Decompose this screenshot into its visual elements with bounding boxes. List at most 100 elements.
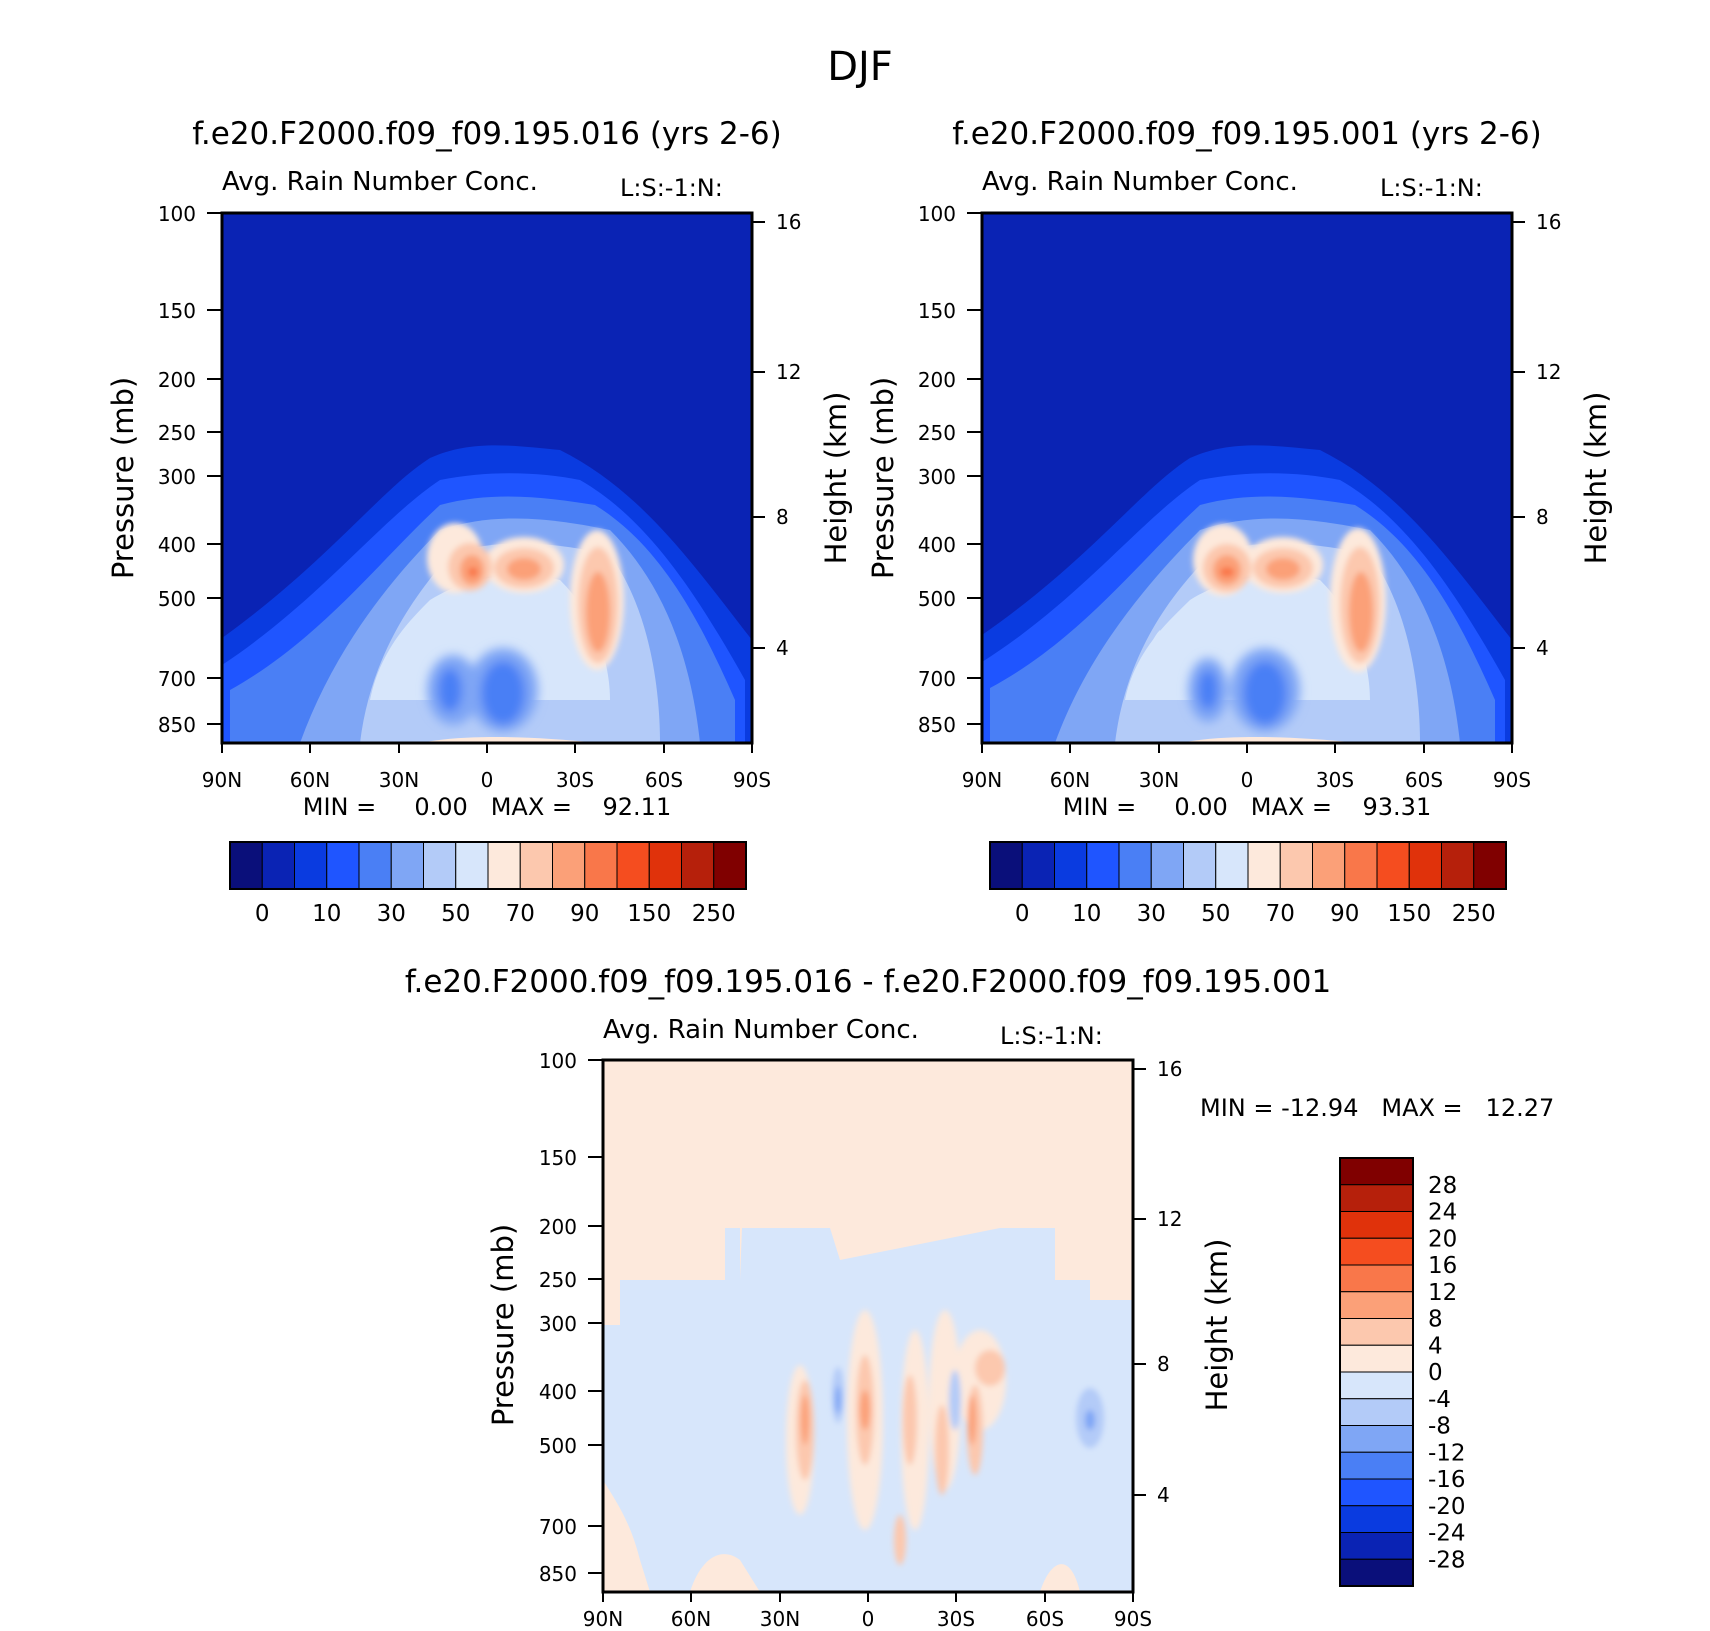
colorbar-label: 16 [1428,1253,1457,1279]
y-axis-label: Pressure (mb) [866,377,900,579]
colorbar-label: -8 [1428,1414,1451,1440]
y-right-tick-label: 12 [1536,360,1561,384]
x-tick-label: 30N [379,768,419,792]
colorbar-swatch [989,841,1023,890]
colorbar-swatch [455,841,489,890]
colorbar-swatch [1215,841,1249,890]
colorbar-swatch [1339,1478,1414,1507]
colorbar-swatch [1054,841,1088,890]
field-label: Avg. Rain Number Conc. [982,167,1298,197]
y-tick-label: 500 [918,587,956,611]
y-right-axis-label: Height (km) [1579,392,1613,565]
y-axis-left: 100 150 200 250 300 400 500 700 850 Pres… [106,202,222,737]
x-axis: 90N 60N 30N 0 30S 60S 90S [962,743,1531,792]
panel-top-left: f.e20.F2000.f09_f09.195.016 (yrs 2-6) Av… [106,116,853,927]
colorbar-swatch [1339,1532,1414,1560]
x-tick-label: 0 [481,768,494,792]
colorbar-swatch [294,841,328,890]
y-axis-right: 16 12 8 4 Height (km) [1133,1057,1234,1507]
y-right-axis-label: Height (km) [819,392,853,565]
panel-top-right: f.e20.F2000.f09_f09.195.001 (yrs 2-6) Av… [866,116,1613,927]
x-tick-label: 30S [1316,768,1354,792]
colorbar-label: 28 [1428,1173,1457,1199]
colorbar-label: 90 [1330,901,1359,927]
field-label: Avg. Rain Number Conc. [603,1015,919,1045]
y-right-tick-label: 12 [1157,1207,1182,1231]
y-tick-label: 850 [158,713,196,737]
colorbar-label: 0 [1428,1360,1443,1386]
colorbar-swatch [1473,841,1507,890]
colorbar-label: 10 [312,901,341,927]
colorbar: 0 10 30 50 70 90 150 250 [229,841,747,927]
y-right-tick-label: 16 [1157,1057,1182,1081]
field-label: Avg. Rain Number Conc. [222,167,538,197]
y-tick-label: 200 [539,1215,577,1239]
x-tick-label: 90S [1114,1607,1152,1631]
colorbar-label: 10 [1072,901,1101,927]
y-tick-label: 700 [539,1515,577,1539]
colorbar: 0 10 30 50 70 90 150 250 [989,841,1507,927]
colorbar-swatch [1247,841,1281,890]
y-tick-label: 700 [918,667,956,691]
colorbar-label: 0 [255,901,270,927]
x-tick-label: 60S [1405,768,1443,792]
colorbar-swatch [1339,1344,1414,1373]
y-tick-label: 500 [539,1434,577,1458]
colorbar-swatch [1441,841,1475,890]
colorbar-border [229,841,747,890]
y-tick-label: 200 [158,368,196,392]
colorbar-label: -28 [1428,1547,1466,1573]
colorbar-label: 70 [1266,901,1295,927]
y-tick-label: 300 [539,1312,577,1336]
x-tick-label: 30N [1139,768,1179,792]
colorbar-swatch [1339,1264,1414,1293]
y-right-tick-label: 8 [1536,505,1549,529]
colorbar-swatch [261,841,295,890]
y-tick-label: 300 [918,465,956,489]
colorbar-label: 12 [1428,1280,1457,1306]
colorbar-swatch [552,841,586,890]
colorbar-label: 250 [1452,901,1496,927]
y-tick-label: 100 [918,202,956,226]
colorbar-swatch [1339,1425,1414,1453]
colorbar-swatch [584,841,618,890]
y-tick-label: 250 [918,421,956,445]
colorbar-swatch [681,841,715,890]
x-tick-label: 60S [1026,1607,1064,1631]
colorbar-swatch [713,841,747,890]
colorbar-swatch [1150,841,1184,890]
colorbar-label: -12 [1428,1440,1466,1466]
y-axis-right: 16 12 8 4 Height (km) [752,210,853,660]
y-tick-label: 200 [918,368,956,392]
colorbar-border [1339,1157,1414,1587]
colorbar-label: 50 [441,901,470,927]
colorbar-swatch [1339,1558,1414,1587]
page-title: DJF [827,44,893,90]
colorbar-swatch [616,841,650,890]
y-tick-label: 250 [539,1268,577,1292]
colorbar-label: 30 [1137,901,1166,927]
colorbar-label: 50 [1201,901,1230,927]
colorbar-swatch [1339,1237,1414,1266]
colorbar-swatch [1408,841,1442,890]
y-axis-left: 100 150 200 250 300 400 500 700 850 Pres… [486,1049,603,1586]
colorbar-label: 4 [1428,1333,1443,1359]
colorbar-swatch [326,841,360,890]
contour-field [222,213,752,743]
x-tick-label: 90S [1493,768,1531,792]
y-right-tick-label: 16 [776,210,801,234]
colorbar-swatch [1344,841,1378,890]
y-tick-label: 850 [918,713,956,737]
colorbar-label: 24 [1428,1200,1457,1226]
colorbar-swatch [1312,841,1346,890]
y-tick-label: 150 [158,299,196,323]
x-tick-label: 30N [760,1607,800,1631]
y-right-tick-label: 8 [1157,1352,1170,1376]
contour-field [603,1060,1133,1592]
y-tick-label: 100 [539,1049,577,1073]
colorbar-label: 70 [506,901,535,927]
y-axis-right: 16 12 8 4 Height (km) [1512,210,1613,660]
y-tick-label: 850 [539,1562,577,1586]
y-right-axis-label: Height (km) [1200,1239,1234,1412]
